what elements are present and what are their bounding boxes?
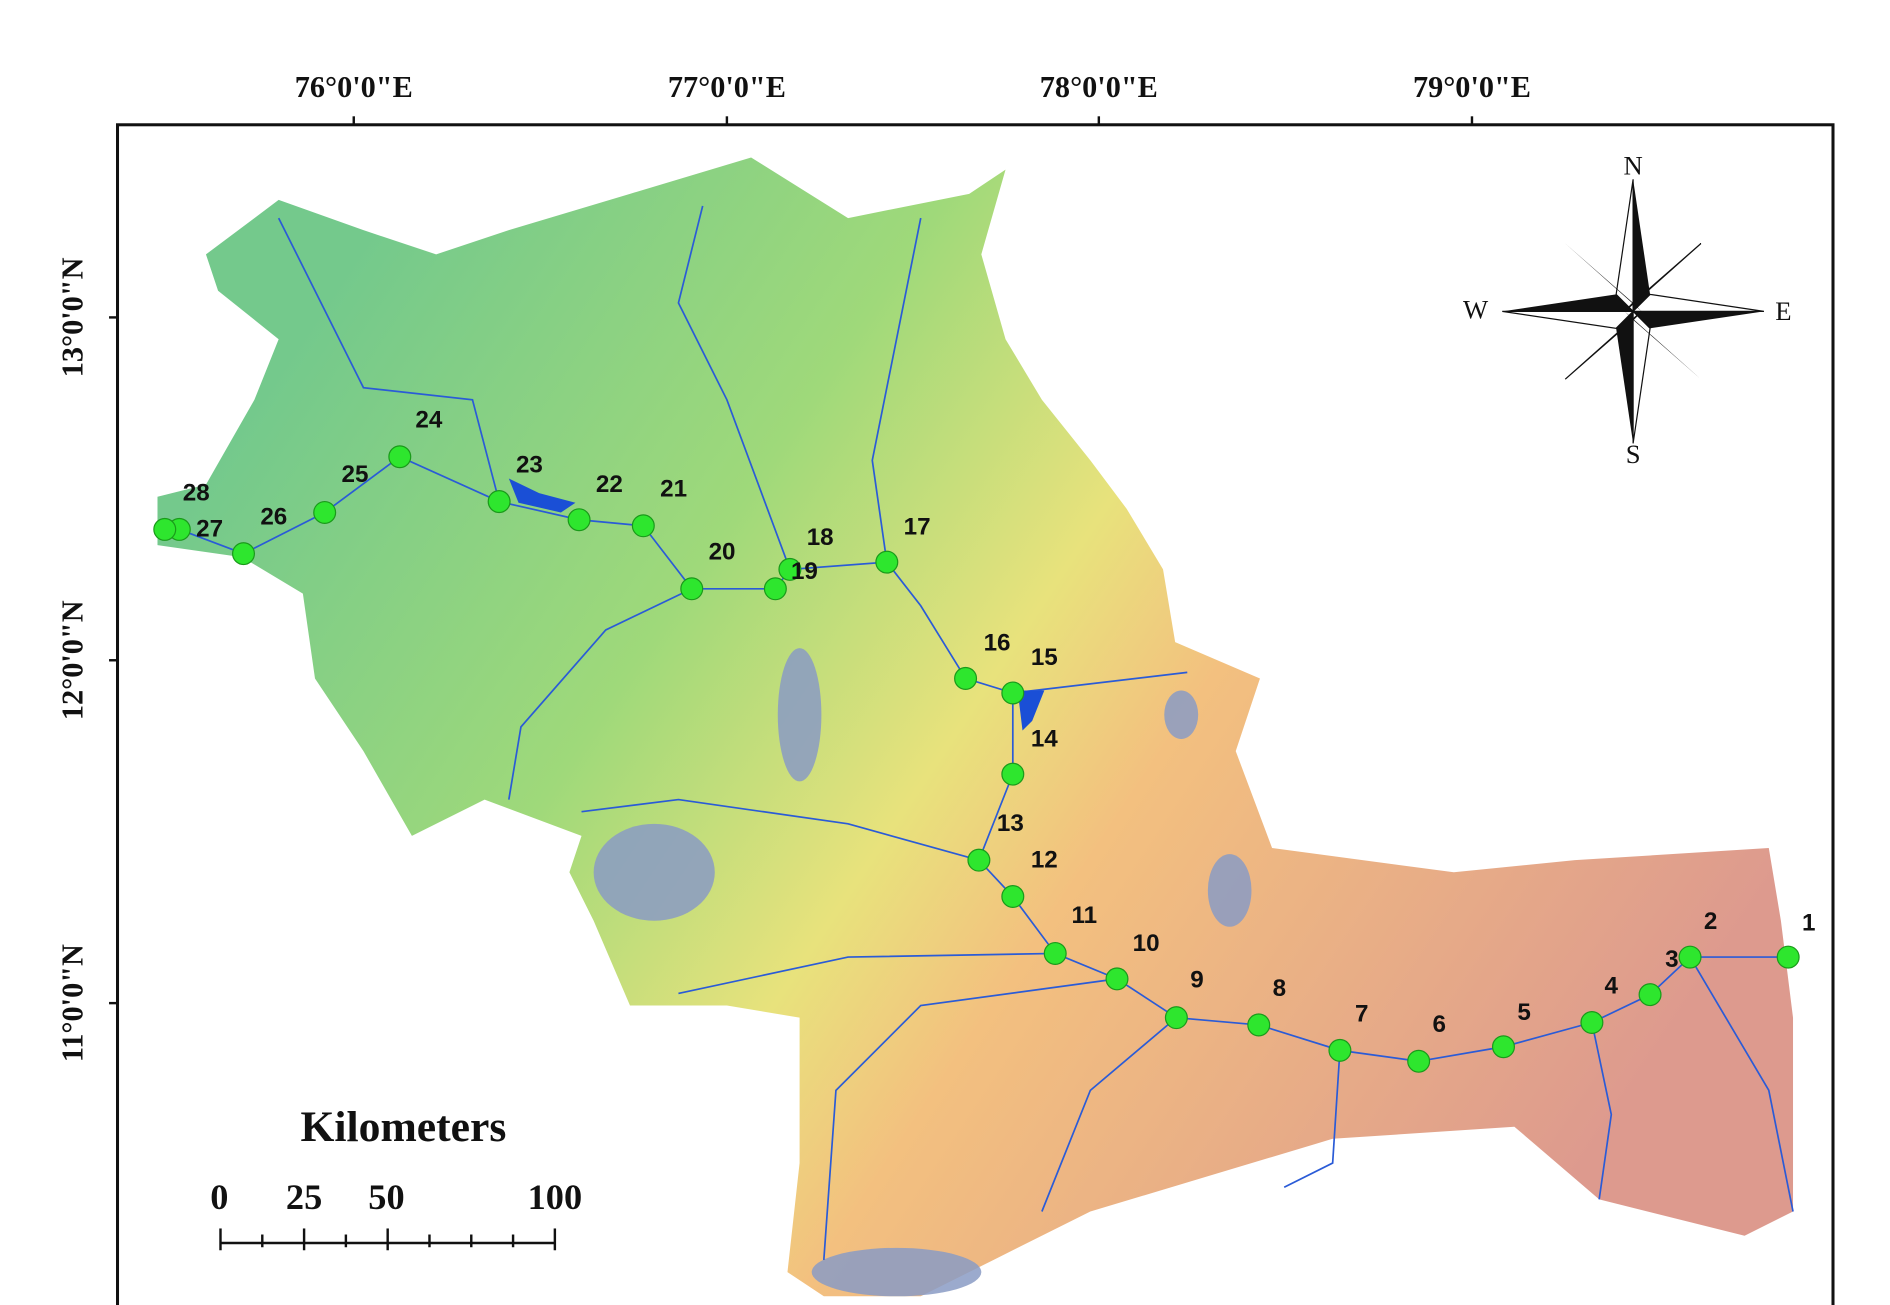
station-label: 16 [984,630,1011,657]
station [1105,967,1129,991]
station-label: 2 [1704,908,1717,935]
station [631,514,655,538]
station [1328,1038,1352,1062]
station [1164,1006,1188,1030]
station [763,577,787,601]
compass-letter: E [1775,296,1791,326]
latitude-label: 12°0'0"N [55,600,89,720]
station-label: 20 [709,539,736,566]
station [967,848,991,872]
station [232,542,256,566]
station-label: 7 [1355,1000,1368,1027]
station [1580,1010,1604,1035]
station [1407,1049,1431,1073]
longitude-label: 76°0'0"E [295,70,413,104]
compass-letter: W [1463,295,1489,325]
station [487,490,511,514]
scale-label: 50 [368,1177,404,1217]
station-label: 14 [1031,725,1058,752]
station-label: 24 [415,407,442,434]
station-label: 3 [1665,946,1678,973]
reservoir [508,478,1045,731]
station-label: 28 [183,479,210,506]
scale-label: 0 [210,1177,228,1217]
station-label: 25 [341,461,368,488]
longitude-label: 78°0'0"E [1040,70,1158,104]
longitude-label: 77°0'0"E [668,70,786,104]
station-label: 18 [807,524,834,551]
station-label: 1 [1802,909,1815,936]
station-label: 9 [1190,966,1203,993]
latitude-label: 11°0'0"N [55,944,89,1062]
station [1001,681,1025,705]
station-label: 8 [1273,975,1286,1002]
station [1491,1035,1515,1059]
station [680,577,704,601]
scale-title: Kilometers [300,1103,506,1151]
station [1001,885,1025,909]
station [313,500,337,524]
compass-letter: N [1623,150,1642,180]
station [1776,945,1800,969]
station-label: 10 [1133,930,1160,957]
map-body: 76°0'0"E 77°0'0"E 78°0'0"E 79°0'0"E 13°0'0"N… [55,70,1835,1305]
scale-label: 25 [286,1177,322,1217]
station [954,666,978,690]
station-label: 4 [1605,972,1619,999]
station [1638,983,1662,1007]
station-label: 19 [791,558,818,585]
station-label: 22 [596,471,623,498]
high-terrain [593,648,1252,1297]
latitude-label: 13°0'0"N [55,257,89,377]
station [567,508,591,532]
station [778,557,802,581]
station-label: 11 [1071,902,1097,929]
scale-label: 100 [528,1177,583,1217]
station-label: 15 [1031,644,1058,671]
basin [157,157,1794,1297]
station [875,550,899,574]
station [1001,762,1025,786]
rivers [179,205,1794,1261]
station-label: 21 [660,476,687,503]
compass-letter: S [1626,439,1641,469]
station [1678,945,1702,969]
longitude-label: 79°0'0"E [1413,70,1531,104]
station [1247,1013,1271,1037]
station-label: 23 [516,451,543,478]
station-label: 27 [196,516,223,543]
station-label: 6 [1433,1011,1446,1038]
station-label: 5 [1517,999,1530,1026]
station [388,445,412,469]
station-label: 13 [997,810,1024,837]
station-label: 26 [260,504,287,531]
station-label: 12 [1031,846,1058,873]
station [153,517,177,541]
station-label: 17 [904,513,931,540]
compass [1502,179,1765,444]
station [1043,941,1067,965]
